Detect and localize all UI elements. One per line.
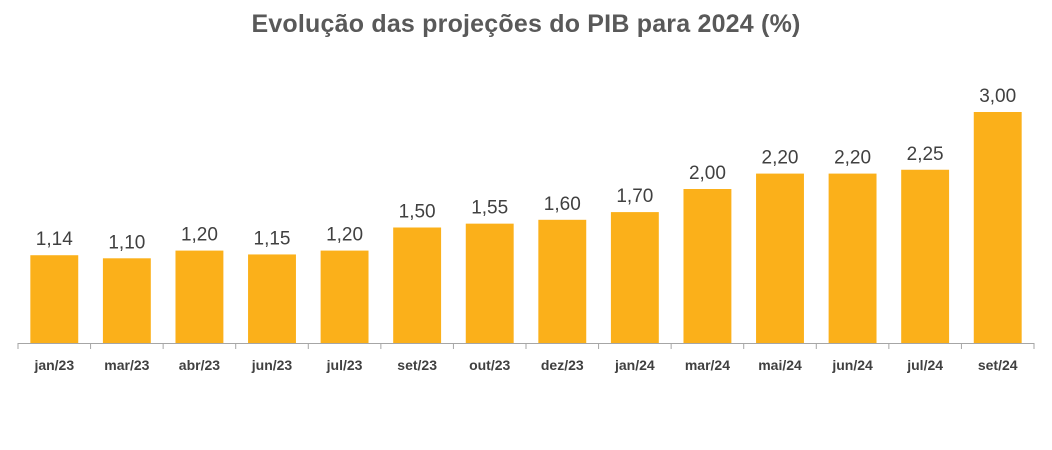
x-tick-label-jul-23: jul/23 <box>326 357 363 373</box>
bar-mar-23 <box>102 258 151 343</box>
data-label-dez-23: 1,60 <box>544 194 581 215</box>
x-tick-label-mar-23: mar/23 <box>104 357 149 373</box>
data-label-jul-23: 1,20 <box>326 225 363 246</box>
bar-dez-23 <box>538 219 587 343</box>
x-tick-label-mai-24: mai/24 <box>758 357 802 373</box>
bar-out-23 <box>465 223 514 343</box>
data-label-jul-24: 2,25 <box>907 144 944 165</box>
x-tick-label-jan-24: jan/24 <box>614 357 655 373</box>
data-label-out-23: 1,55 <box>471 198 508 219</box>
x-tick-label-jun-24: jun/24 <box>831 357 873 373</box>
bar-jun-24 <box>828 173 877 343</box>
data-label-set-23: 1,50 <box>399 202 436 223</box>
x-tick-label-dez-23: dez/23 <box>541 357 584 373</box>
data-label-mai-24: 2,20 <box>762 148 799 169</box>
x-tick-label-set-24: set/24 <box>978 357 1018 373</box>
data-label-jun-23: 1,15 <box>254 228 291 249</box>
data-label-mar-24: 2,00 <box>689 163 726 184</box>
data-label-mar-23: 1,10 <box>108 232 145 253</box>
data-label-jun-24: 2,20 <box>834 148 871 169</box>
bar-jul-23 <box>320 250 369 343</box>
bar-jun-23 <box>248 254 296 343</box>
bar-jan-24 <box>610 212 659 343</box>
data-label-jan-23: 1,14 <box>36 229 73 250</box>
bar-jul-24 <box>901 169 950 343</box>
bar-mar-24 <box>683 189 732 343</box>
x-tick-label-jul-24: jul/24 <box>906 357 943 373</box>
x-tick-label-abr-23: abr/23 <box>179 357 220 373</box>
x-tick-label-jun-23: jun/23 <box>251 357 293 373</box>
x-tick-label-set-23: set/23 <box>397 357 437 373</box>
x-tick-label-jan-23: jan/23 <box>33 357 74 373</box>
data-label-set-24: 3,00 <box>979 86 1016 107</box>
x-tick-label-out-23: out/23 <box>469 357 510 373</box>
x-tick-label-mar-24: mar/24 <box>685 357 730 373</box>
bar-mai-24 <box>756 173 804 343</box>
bar-abr-23 <box>175 250 224 343</box>
bar-jan-23 <box>30 255 79 343</box>
bar-set-24 <box>973 112 1022 343</box>
chart-title: Evolução das projeções do PIB para 2024 … <box>251 10 801 38</box>
data-label-jan-24: 1,70 <box>616 186 653 207</box>
data-label-abr-23: 1,20 <box>181 225 218 246</box>
bar-set-23 <box>393 227 442 343</box>
